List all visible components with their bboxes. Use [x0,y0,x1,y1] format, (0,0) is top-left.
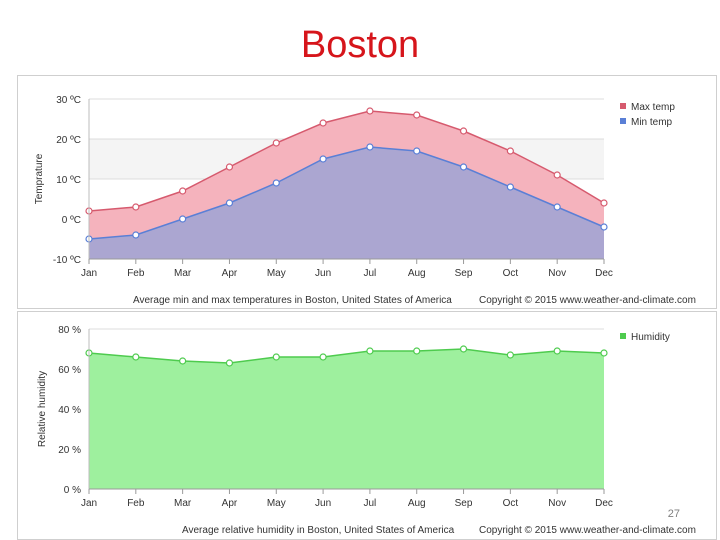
x-tick-label: Dec [595,498,613,509]
data-point [132,353,140,361]
x-tick-label: Oct [503,268,519,279]
data-point [506,351,514,359]
data-point [413,347,421,355]
y-tick-label: 0 ºC [62,215,81,226]
x-tick-label: Aug [408,498,426,509]
x-tick-label: Jan [81,268,97,279]
x-tick-label: Sep [455,268,473,279]
data-point [413,111,421,119]
series-line-1 [88,146,605,240]
data-point [553,347,561,355]
y-tick-label: 0 % [64,485,81,496]
series-line-0 [88,348,605,364]
y-tick-label: 20 ºC [56,135,81,146]
legend-swatch [620,333,626,339]
data-point [553,171,561,179]
data-point [319,155,327,163]
data-point [366,107,374,115]
x-tick-label: May [267,268,286,279]
x-tick-label: Oct [503,498,519,509]
legend-label: Humidity [631,332,670,343]
data-point [132,231,140,239]
x-tick-label: Nov [548,498,566,509]
series-area-0 [89,349,604,489]
slide-title: Boston [300,24,420,66]
x-tick-label: Dec [595,268,613,279]
x-tick-label: Feb [127,268,145,279]
y-tick-label: 80 % [58,325,81,336]
x-tick-label: Nov [548,268,566,279]
data-point [319,119,327,127]
data-point [272,353,280,361]
data-point [459,345,468,353]
x-tick-label: Jul [364,268,377,279]
data-point [272,139,280,147]
chart-caption: Average min and max temperatures in Bost… [133,295,452,306]
x-tick-label: Jun [315,268,331,279]
y-axis-title: Relative humidity [37,371,48,447]
legend-label: Max temp [631,102,675,113]
page-number: 27 [667,508,680,520]
data-point [600,349,608,357]
legend-swatch [620,118,626,124]
x-tick-label: Feb [127,498,145,509]
x-tick-label: Apr [222,498,238,509]
data-point [179,215,187,223]
y-tick-label: 20 % [58,445,81,456]
chart-copyright: Copyright © 2015 www.weather-and-climate… [479,295,696,306]
y-axis-title: Temprature [34,153,45,204]
y-tick-label: 60 % [58,365,81,376]
y-tick-label: 30 ºC [56,95,81,106]
legend-swatch [620,103,626,109]
y-tick-label: 40 % [58,405,81,416]
series-line-0 [88,110,605,212]
data-point [459,163,468,171]
x-tick-label: Mar [174,268,192,279]
x-tick-label: Aug [408,268,426,279]
x-tick-label: Jul [364,498,377,509]
data-point [225,163,234,171]
chart-caption: Average relative humidity in Boston, Uni… [182,525,455,536]
series-area-1 [89,147,604,259]
legend-label: Min temp [631,117,673,128]
data-point [225,359,234,367]
x-tick-label: Sep [455,498,473,509]
data-point [459,127,468,135]
data-point [506,147,514,155]
x-tick-label: Jun [315,498,331,509]
data-point [319,353,327,361]
data-point [366,347,374,355]
data-point [179,357,187,365]
data-point [553,203,561,211]
data-point [225,199,234,207]
data-point [366,143,374,151]
x-tick-label: Jan [81,498,97,509]
data-point [413,147,421,155]
data-point [132,203,140,211]
data-point [506,183,514,191]
data-point [272,179,280,187]
chart-copyright: Copyright © 2015 www.weather-and-climate… [479,525,696,536]
x-tick-label: May [267,498,286,509]
y-tick-label: 10 ºC [56,175,81,186]
y-tick-label: -10 ºC [53,255,81,266]
data-point [179,187,187,195]
x-tick-label: Apr [222,268,238,279]
data-point [600,223,608,231]
x-tick-label: Mar [174,498,192,509]
data-point [600,199,608,207]
